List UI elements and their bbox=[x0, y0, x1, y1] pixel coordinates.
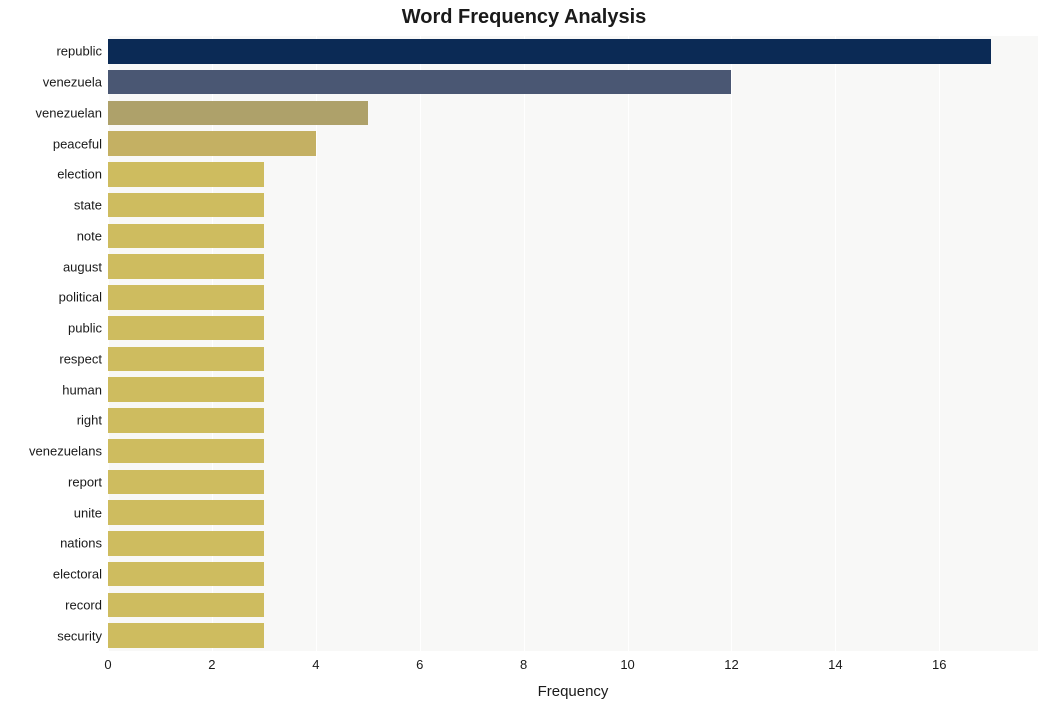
y-tick-label: respect bbox=[59, 351, 108, 366]
bar bbox=[108, 254, 264, 279]
y-tick-label: right bbox=[77, 413, 108, 428]
grid-line bbox=[212, 36, 213, 651]
chart-title: Word Frequency Analysis bbox=[0, 6, 1048, 29]
x-tick-label: 10 bbox=[620, 651, 634, 672]
bar bbox=[108, 101, 368, 126]
bar bbox=[108, 500, 264, 525]
grid-line bbox=[835, 36, 836, 651]
y-tick-label: political bbox=[59, 290, 108, 305]
y-tick-label: security bbox=[57, 628, 108, 643]
x-tick-label: 14 bbox=[828, 651, 842, 672]
x-tick-label: 16 bbox=[932, 651, 946, 672]
bar bbox=[108, 131, 316, 156]
y-tick-label: venezuelan bbox=[36, 105, 109, 120]
bar bbox=[108, 623, 264, 648]
y-tick-label: venezuelans bbox=[29, 444, 108, 459]
bar bbox=[108, 408, 264, 433]
bar bbox=[108, 224, 264, 249]
x-tick-label: 2 bbox=[208, 651, 215, 672]
y-tick-label: public bbox=[68, 321, 108, 336]
y-tick-label: peaceful bbox=[53, 136, 108, 151]
bar bbox=[108, 347, 264, 372]
y-tick-label: note bbox=[77, 228, 108, 243]
bar bbox=[108, 531, 264, 556]
bar bbox=[108, 285, 264, 310]
y-tick-label: electoral bbox=[53, 567, 108, 582]
y-tick-label: republic bbox=[56, 44, 108, 59]
bar bbox=[108, 162, 264, 187]
grid-line bbox=[524, 36, 525, 651]
y-tick-label: unite bbox=[74, 505, 108, 520]
plot-area: Frequency 0246810121416republicvenezuela… bbox=[108, 36, 1038, 651]
y-tick-label: venezuela bbox=[43, 75, 108, 90]
bar bbox=[108, 70, 731, 95]
grid-line bbox=[939, 36, 940, 651]
x-tick-label: 6 bbox=[416, 651, 423, 672]
bar bbox=[108, 439, 264, 464]
x-tick-label: 12 bbox=[724, 651, 738, 672]
bar bbox=[108, 593, 264, 618]
x-tick-label: 4 bbox=[312, 651, 319, 672]
grid-line bbox=[420, 36, 421, 651]
x-axis-label: Frequency bbox=[538, 683, 609, 700]
bar bbox=[108, 193, 264, 218]
bar bbox=[108, 316, 264, 341]
grid-line bbox=[108, 36, 109, 651]
bar bbox=[108, 562, 264, 587]
y-tick-label: state bbox=[74, 198, 108, 213]
y-tick-label: report bbox=[68, 474, 108, 489]
y-tick-label: human bbox=[62, 382, 108, 397]
x-tick-label: 8 bbox=[520, 651, 527, 672]
y-tick-label: august bbox=[63, 259, 108, 274]
y-tick-label: election bbox=[57, 167, 108, 182]
bar bbox=[108, 39, 991, 64]
bar bbox=[108, 470, 264, 495]
grid-line bbox=[628, 36, 629, 651]
grid-line bbox=[731, 36, 732, 651]
bar bbox=[108, 377, 264, 402]
grid-line bbox=[316, 36, 317, 651]
y-tick-label: record bbox=[65, 597, 108, 612]
y-tick-label: nations bbox=[60, 536, 108, 551]
x-tick-label: 0 bbox=[104, 651, 111, 672]
word-frequency-chart: Word Frequency Analysis Frequency 024681… bbox=[0, 0, 1048, 701]
